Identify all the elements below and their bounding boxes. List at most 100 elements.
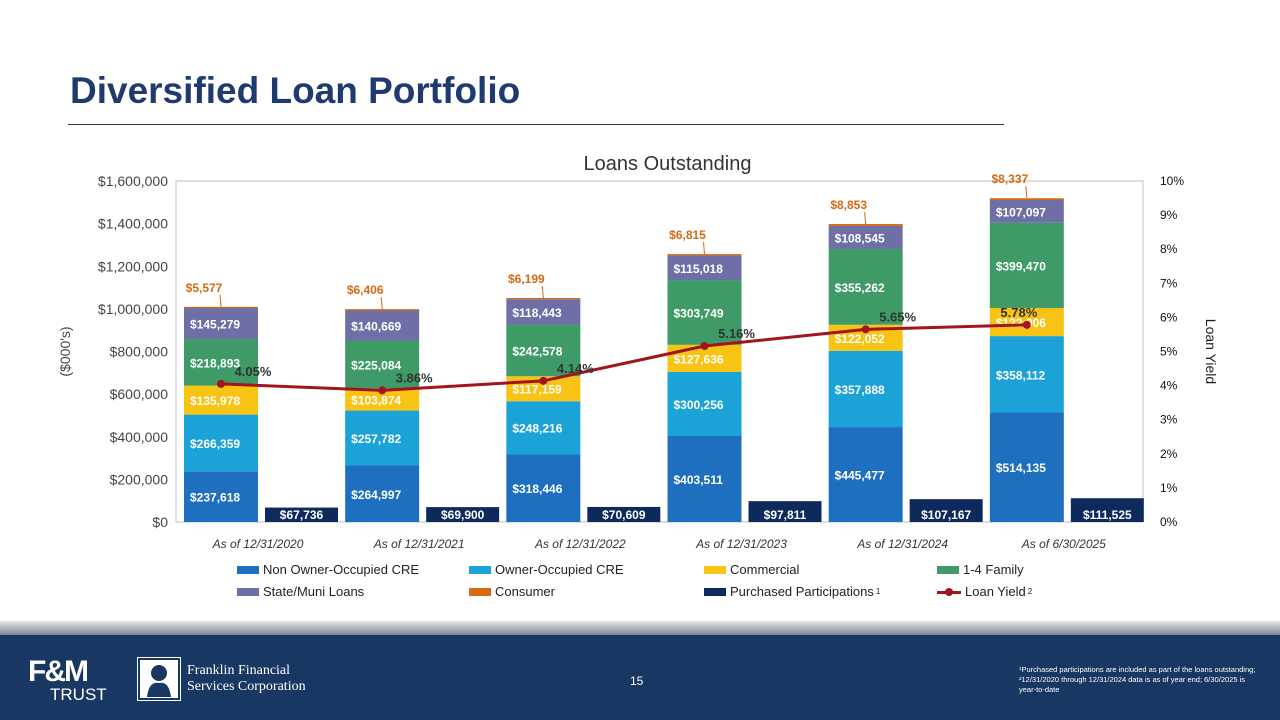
consumer-leader-line xyxy=(703,242,705,255)
bar-1 xyxy=(184,471,258,522)
bar-value-label: $225,084 xyxy=(351,358,401,372)
legend-footnote-marker: 2 xyxy=(1027,587,1033,596)
legend-label: State/Muni Loans xyxy=(263,584,365,599)
legend-item: Loan Yield 2 xyxy=(937,584,1032,599)
bar-value-label: $357,888 xyxy=(835,383,885,397)
loan-yield-point xyxy=(378,386,387,395)
y-axis-title: ($000's) xyxy=(57,326,73,376)
loan-yield-label: 4.14% xyxy=(557,361,594,376)
bar-value-label: $127,636 xyxy=(674,352,724,366)
bar-6 xyxy=(667,254,742,256)
loan-yield-label: 5.65% xyxy=(879,309,916,324)
consumer-leader-line xyxy=(864,211,867,225)
participation-value-label: $70,609 xyxy=(602,508,646,522)
bar-value-label: $107,097 xyxy=(996,205,1046,219)
bar-4 xyxy=(828,249,903,325)
bar-value-label: $218,893 xyxy=(190,356,240,370)
footer-gradient-band xyxy=(0,621,1280,635)
bar-3 xyxy=(345,388,420,411)
consumer-leader-line xyxy=(219,294,222,307)
bar-value-label: $358,112 xyxy=(996,368,1046,382)
bar-6 xyxy=(345,309,420,311)
bar-value-label: $115,018 xyxy=(674,262,724,276)
bar-4 xyxy=(989,222,1064,308)
bar-value-label: $135,978 xyxy=(190,394,240,408)
bar-value-label: $118,443 xyxy=(512,306,562,320)
legend-label: Owner-Occupied CRE xyxy=(495,562,624,577)
bar-2 xyxy=(345,410,420,466)
y2-tick-label: 7% xyxy=(1160,276,1178,290)
loan-yield-label: 5.16% xyxy=(718,326,755,341)
y2-tick-label: 0% xyxy=(1160,515,1178,529)
bar-value-label: $445,477 xyxy=(835,469,885,483)
bar-6 xyxy=(989,198,1064,201)
bar-value-label: $122,052 xyxy=(835,332,885,346)
legend-swatch xyxy=(704,587,726,596)
x-tick-label: As of 12/31/2024 xyxy=(856,537,948,551)
bar-6 xyxy=(828,224,903,226)
participation-bar xyxy=(265,507,338,522)
fm-trust-logo: F&M TRUST xyxy=(28,655,107,704)
loan-yield-point xyxy=(217,379,225,388)
participation-value-label: $107,167 xyxy=(921,508,971,522)
bar-value-label: $300,256 xyxy=(674,398,724,412)
bar-2 xyxy=(828,350,903,428)
legend-swatch xyxy=(937,565,959,574)
bar-value-label: $248,216 xyxy=(512,422,562,436)
bar-value-label: $264,997 xyxy=(351,488,401,502)
y-tick-label: $1,600,000 xyxy=(98,173,168,189)
legend-swatch xyxy=(469,565,491,574)
bar-value-label: $303,749 xyxy=(674,306,724,320)
bar-3 xyxy=(184,385,258,415)
bar-1 xyxy=(667,436,742,522)
y-tick-label: $1,200,000 xyxy=(98,258,168,274)
bar-5 xyxy=(828,225,903,250)
page-number: 15 xyxy=(630,674,644,688)
participation-bar xyxy=(587,506,661,522)
consumer-value-label: $6,199 xyxy=(508,272,545,286)
bar-5 xyxy=(184,307,258,339)
bar-2 xyxy=(184,414,258,472)
legend-item: 1-4 Family xyxy=(937,562,1024,577)
legend-label: 1-4 Family xyxy=(963,562,1024,577)
y2-tick-label: 1% xyxy=(1160,481,1178,495)
participation-value-label: $97,811 xyxy=(764,508,807,522)
bar-value-label: $140,669 xyxy=(351,319,401,333)
participation-value-label: $67,736 xyxy=(280,508,324,522)
y-tick-label: $1,000,000 xyxy=(98,301,168,317)
legend-label: Purchased Participations xyxy=(730,584,874,599)
loan-yield-line xyxy=(220,323,1027,392)
bar-value-label: $355,262 xyxy=(835,281,885,295)
participation-bar xyxy=(1070,498,1144,522)
y-tick-label: $200,000 xyxy=(110,471,169,487)
participation-bar xyxy=(426,507,500,522)
y-tick-label: $1,400,000 xyxy=(98,216,168,232)
bar-4 xyxy=(345,340,420,389)
bar-value-label: $514,135 xyxy=(996,461,1046,475)
bar-value-label: $117,159 xyxy=(512,383,562,397)
consumer-leader-line xyxy=(1025,186,1028,199)
franklin-emblem-icon xyxy=(137,657,181,701)
legend-label: Consumer xyxy=(495,584,555,599)
y2-tick-label: 10% xyxy=(1160,174,1184,188)
bar-value-label: $266,359 xyxy=(190,437,240,451)
legend-item: State/Muni Loans xyxy=(237,584,364,599)
x-tick-label: As of 12/31/2022 xyxy=(534,537,626,551)
consumer-leader-line xyxy=(541,285,544,299)
consumer-value-label: $6,815 xyxy=(669,228,706,242)
bar-value-label: $145,279 xyxy=(190,317,240,331)
y2-axis-title: Loan Yield xyxy=(1203,319,1219,384)
chart-title: Loans Outstanding xyxy=(584,153,752,175)
bar-1 xyxy=(828,427,903,522)
y-tick-label: $600,000 xyxy=(110,386,169,402)
x-tick-label: As of 12/31/2021 xyxy=(373,537,465,551)
legend-swatch xyxy=(704,565,726,574)
bar-2 xyxy=(989,336,1064,413)
bar-1 xyxy=(989,412,1064,522)
loan-yield-point xyxy=(700,342,709,351)
bar-5 xyxy=(667,255,742,281)
bar-6 xyxy=(506,297,581,300)
footer-bar: F&M TRUST Franklin Financial Services Co… xyxy=(0,635,1280,720)
y2-tick-label: 4% xyxy=(1160,379,1178,393)
bar-value-label: $108,545 xyxy=(835,231,885,245)
